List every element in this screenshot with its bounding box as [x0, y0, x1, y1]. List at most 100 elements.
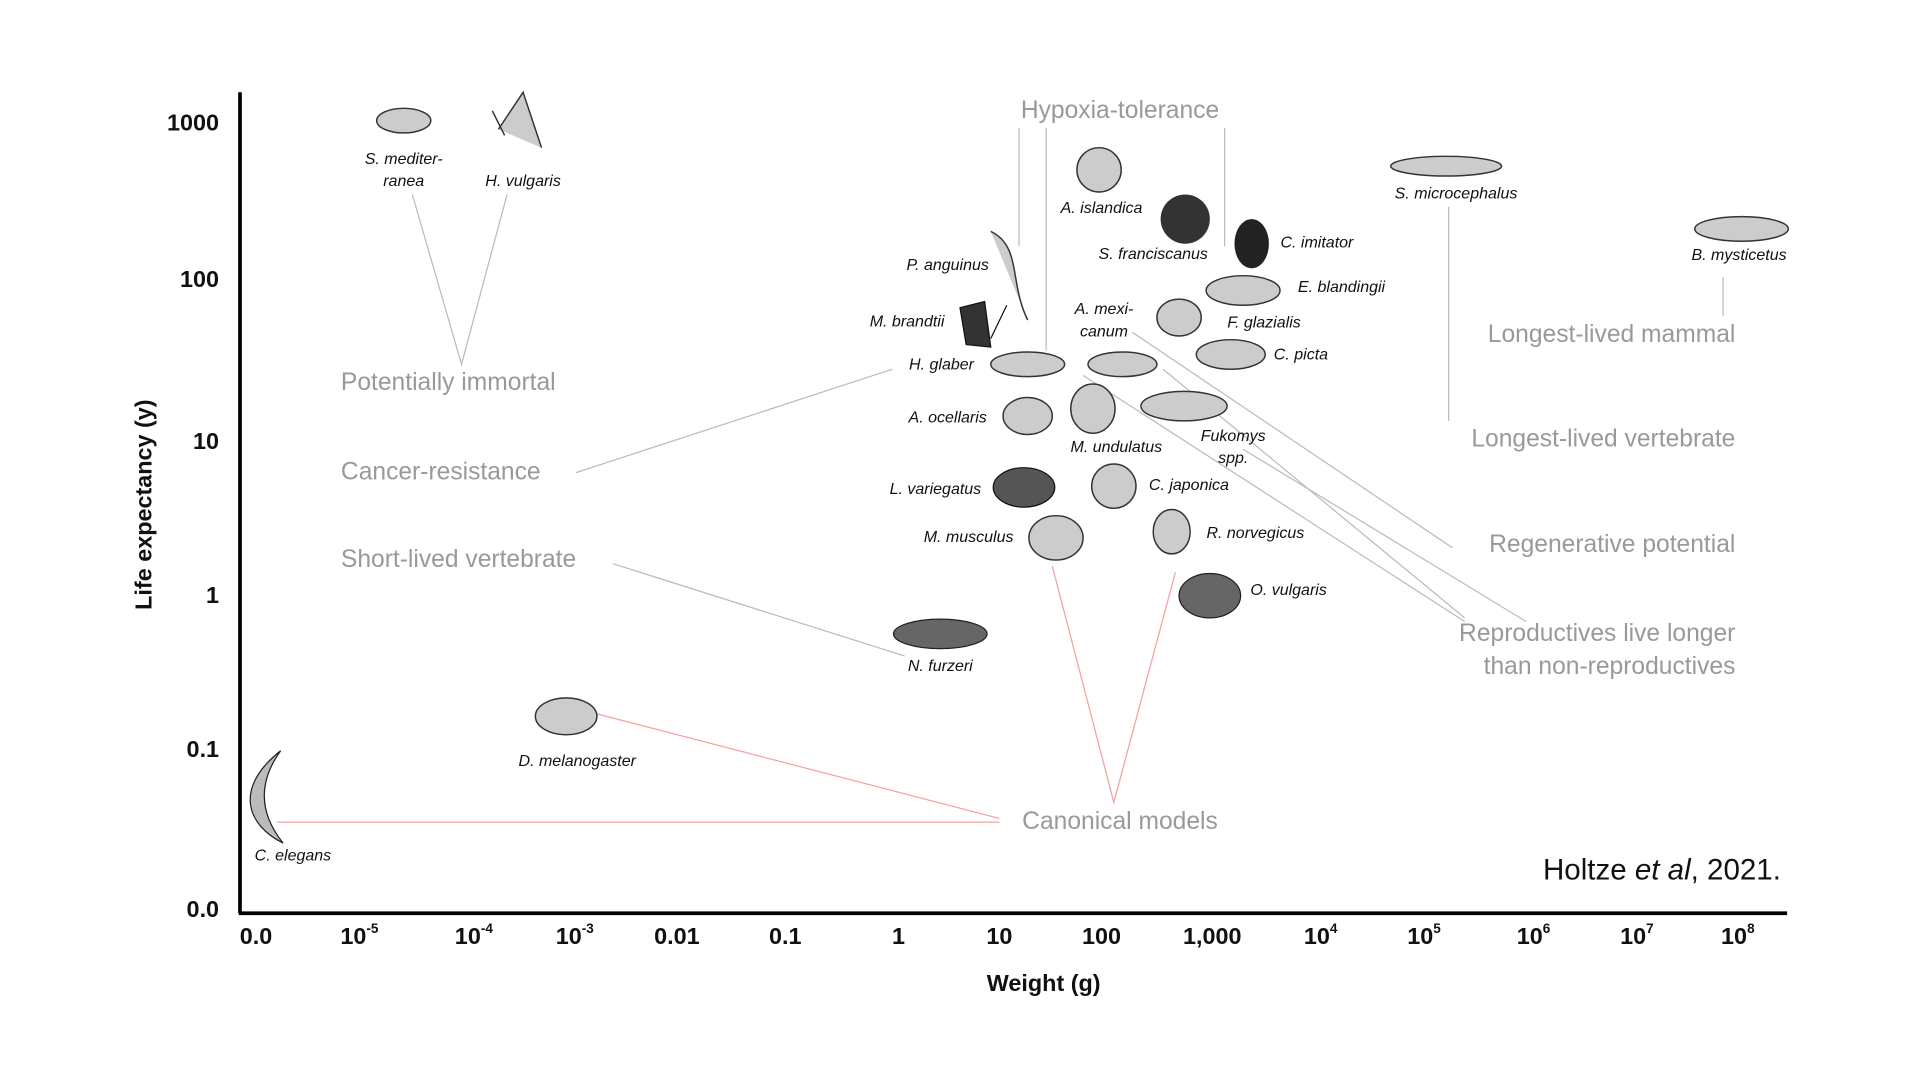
x-tick-label: 0.01 — [654, 923, 700, 949]
species-label: C. elegans — [255, 848, 331, 865]
species-label-line: ranea — [383, 173, 424, 190]
species-label-line: canum — [1080, 324, 1128, 341]
icon — [1205, 274, 1281, 306]
y-tick-label: 0.0 — [187, 896, 220, 922]
tick-exponent: 8 — [1747, 921, 1755, 936]
category-label-line: Cancer-resistance — [341, 458, 541, 485]
leader — [575, 368, 893, 474]
icon — [990, 230, 1029, 321]
category-label-line: Short-lived vertebrate — [341, 545, 576, 572]
icon — [1070, 383, 1116, 434]
x-tick-label: 107 — [1620, 921, 1654, 949]
x-tick-label: 1,000 — [1183, 923, 1242, 949]
icon — [1090, 463, 1137, 510]
species-label-line: M. undulatus — [1071, 439, 1163, 456]
species-label: M. undulatus — [1071, 439, 1163, 456]
leader — [1448, 206, 1724, 421]
category-label-line: Regenerative potential — [1489, 531, 1735, 558]
species-label-line: Fukomys — [1201, 428, 1266, 445]
tick-base: 10 — [340, 923, 366, 949]
species-label: S. microcephalus — [1395, 186, 1518, 203]
x-tick-label: 105 — [1407, 921, 1441, 949]
x-tick-label: 108 — [1721, 921, 1755, 949]
species-label-line: P. anguinus — [906, 257, 988, 274]
category-label-line: Reproductives live longer — [1459, 619, 1735, 646]
species-label: F. glazialis — [1227, 315, 1301, 332]
tick-base: 1,000 — [1183, 923, 1242, 949]
y-tick-label: 100 — [180, 266, 219, 292]
tick-exponent: -5 — [366, 921, 379, 936]
species-label-line: A. mexi- — [1074, 301, 1134, 318]
x-tick-label: 100 — [1082, 923, 1121, 949]
tick-base: 10 — [1407, 923, 1433, 949]
tick-base: 10 — [556, 923, 582, 949]
icon — [1195, 338, 1266, 370]
category-label: Cancer-resistance — [341, 458, 541, 485]
species-label-line: S. franciscanus — [1099, 246, 1208, 263]
axes: Life expectancy (y) Weight (g) — [130, 92, 1788, 996]
species-label: C. japonica — [1149, 477, 1229, 494]
x-axis-title: Weight (g) — [987, 970, 1101, 996]
species-label-line: C. imitator — [1280, 235, 1354, 252]
species-label-line: O. vulgaris — [1250, 582, 1326, 599]
icon — [491, 90, 543, 148]
icon — [892, 618, 988, 650]
x-tick-label: 106 — [1517, 921, 1551, 949]
x-tick-label: 10 — [986, 923, 1012, 949]
icon — [1076, 146, 1122, 193]
leader-red — [276, 565, 1176, 823]
species-label-line: A. islandica — [1060, 200, 1143, 217]
y-axis-title: Life expectancy (y) — [130, 399, 156, 609]
category-label-line: than non-reproductives — [1484, 653, 1736, 680]
icon — [1087, 351, 1158, 378]
category-label-line: Longest-lived vertebrate — [1471, 425, 1735, 452]
x-tick-label: 10-5 — [340, 921, 379, 949]
species-label: L. variegatus — [890, 481, 982, 498]
tick-base: 10 — [1620, 923, 1646, 949]
species-label-line: H. glaber — [909, 357, 975, 374]
species-label: C. picta — [1274, 347, 1328, 364]
species-label-line: D. melanogaster — [519, 753, 637, 770]
species-label: D. melanogaster — [519, 753, 637, 770]
tick-base: 10 — [1304, 923, 1330, 949]
icon — [1178, 572, 1242, 619]
species-label: P. anguinus — [906, 257, 988, 274]
category-label: Regenerative potential — [1489, 531, 1735, 558]
tick-exponent: 7 — [1646, 921, 1654, 936]
y-tick-label: 0.1 — [187, 736, 220, 762]
tick-base: 100 — [1082, 923, 1121, 949]
species-label-line: C. picta — [1274, 347, 1328, 364]
tick-base: 0.0 — [240, 923, 272, 949]
species-label: C. imitator — [1280, 235, 1354, 252]
species-label-line: S. mediter- — [365, 151, 443, 168]
leader — [1131, 331, 1453, 549]
species-label: M. brandtii — [870, 314, 945, 331]
species-label: N. furzeri — [908, 658, 973, 675]
tick-base: 1 — [892, 923, 905, 949]
tick-exponent: 4 — [1330, 921, 1338, 936]
category-label: Potentially immortal — [341, 368, 556, 395]
species-label-line: spp. — [1218, 450, 1248, 467]
icon — [959, 300, 1008, 348]
x-tick-label: 1 — [892, 923, 905, 949]
icon — [375, 107, 432, 134]
citation-author: Holtze — [1543, 853, 1635, 886]
leader — [1018, 128, 1226, 351]
species-label: R. norvegicus — [1206, 525, 1304, 542]
tick-exponent: -4 — [481, 921, 494, 936]
icons — [249, 90, 1790, 844]
category-label: Hypoxia-tolerance — [1021, 96, 1219, 123]
tick-exponent: -3 — [582, 921, 595, 936]
species-label: O. vulgaris — [1250, 582, 1326, 599]
leader — [411, 194, 508, 367]
species-label: E. blandingii — [1298, 279, 1386, 296]
icon — [1002, 396, 1054, 436]
tick-base: 10 — [986, 923, 1012, 949]
species-label-line: N. furzeri — [908, 658, 973, 675]
category-label-line: Longest-lived mammal — [1488, 320, 1736, 347]
species-label: H. glaber — [909, 357, 975, 374]
species-label-line: A. ocellaris — [908, 410, 987, 427]
x-tick-label: 104 — [1304, 921, 1338, 949]
species-label: Fukomys spp. — [1201, 428, 1266, 467]
